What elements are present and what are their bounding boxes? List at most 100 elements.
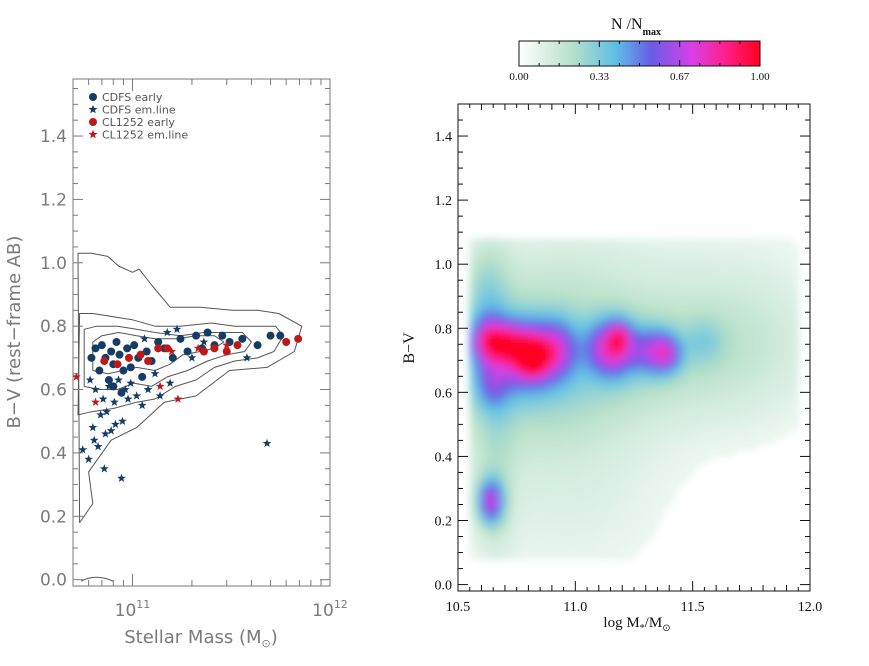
heatmap-cell [628,456,635,464]
right-x-tick-label: 11.0 [563,600,587,615]
heatmap-cell [745,353,752,361]
heatmap-cell [786,360,793,368]
heatmap-cell [733,385,741,393]
heatmap-cell [616,482,623,490]
heatmap-cell [563,353,571,361]
heatmap-cell [763,437,770,445]
heatmap-cell [763,398,770,406]
legend-label: CDFS em.line [102,104,176,117]
heatmap-cell [528,418,535,425]
heatmap-cell [575,283,582,291]
heatmap-cell [727,418,735,425]
heatmap-cell [616,392,623,400]
heatmap-cell [604,418,612,425]
heatmap-cell [522,385,529,393]
heatmap-cell [645,424,653,432]
heatmap-cell [540,257,547,265]
heatmap-cell [493,373,500,381]
heatmap-cell [634,289,641,297]
heatmap-cell [622,328,629,336]
heatmap-cell [757,334,764,342]
heatmap-cell [610,462,617,470]
heatmap-cell [727,315,735,323]
heatmap-cell [622,456,629,464]
heatmap-cell [604,546,612,554]
heatmap-cell [587,501,594,509]
heatmap-cell [634,398,641,406]
heatmap-cell [622,443,629,451]
heatmap-cell [792,251,799,259]
heatmap-cell [493,328,500,336]
heatmap-cell [651,398,659,406]
heatmap-cell [528,462,535,470]
heatmap-cell [493,366,500,374]
heatmap-cell [780,373,788,381]
data-point-cl1252-early [154,344,163,353]
heatmap-cell [639,514,647,522]
heatmap-cell [598,430,606,438]
heatmap-cell [645,482,653,490]
heatmap-cell [516,347,524,355]
heatmap-cell [610,296,617,304]
heatmap-cell [493,437,500,445]
heatmap-cell [563,482,571,490]
heatmap-cell [581,257,588,265]
heatmap-cell [499,373,506,381]
heatmap-cell [657,302,664,310]
heatmap-cell [504,520,512,528]
heatmap-cell [634,321,641,329]
heatmap-cell [628,501,635,509]
heatmap-cell [733,398,741,406]
heatmap-cell [540,475,547,483]
heatmap-cell [751,257,758,265]
heatmap-cell [499,328,506,336]
heatmap-cell [528,526,535,534]
heatmap-cell [546,245,553,252]
heatmap-cell [598,494,606,502]
heatmap-cell [727,289,735,297]
heatmap-cell [598,552,606,560]
heatmap-cell [592,546,600,554]
heatmap-cell [704,321,711,329]
heatmap-cell [581,411,588,419]
heatmap-cell [587,366,594,374]
heatmap-cell [686,289,694,297]
heatmap-cell [751,443,758,451]
heatmap-cell [569,418,576,425]
heatmap-cell [528,334,535,342]
heatmap-cell [716,418,723,425]
heatmap-cell [569,507,576,515]
heatmap-cell [651,507,659,515]
heatmap-cell [604,456,612,464]
heatmap-cell [557,321,565,329]
heatmap-cell [745,418,752,425]
heatmap-cell [469,321,477,329]
heatmap-cell [639,405,647,413]
heatmap-cell [645,398,653,406]
heatmap-cell [522,418,529,425]
heatmap-cell [534,405,541,413]
heatmap-cell [493,296,500,304]
heatmap-cell [487,270,494,278]
heatmap-cell [481,469,488,477]
heatmap-cell [669,264,676,272]
heatmap-cell [786,353,793,361]
heatmap-cell [475,296,483,304]
heatmap-cell [557,482,565,490]
heatmap-cell [757,385,764,393]
heatmap-cell [598,341,606,349]
heatmap-cell [645,264,653,272]
heatmap-cell [540,450,547,457]
heatmap-cell [563,514,571,522]
heatmap-cell [739,405,747,413]
heatmap-cell [487,315,494,323]
heatmap-cell [604,475,612,483]
heatmap-cell [610,482,617,490]
heatmap-cell [534,302,541,310]
heatmap-cell [698,411,705,419]
heatmap-cell [692,296,700,304]
heatmap-cell [645,373,653,381]
heatmap-cell [604,507,612,515]
heatmap-cell [663,360,670,368]
heatmap-cell [733,283,741,291]
